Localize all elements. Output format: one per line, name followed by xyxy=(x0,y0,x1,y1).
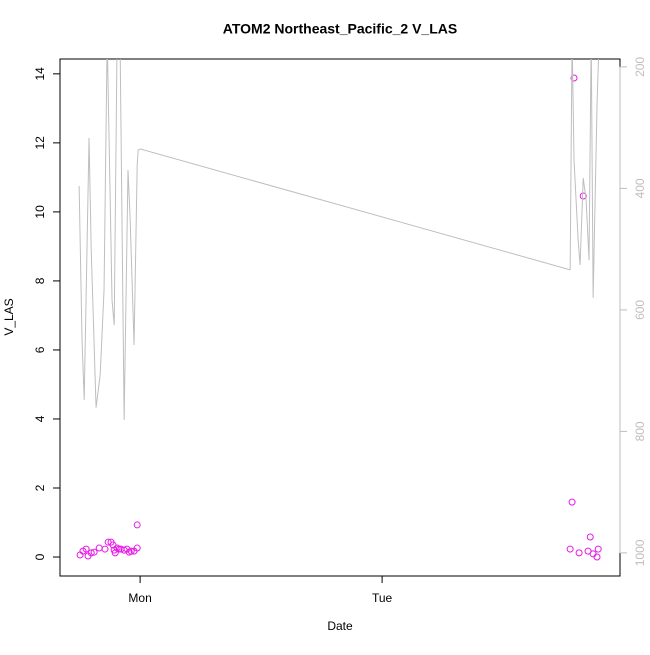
y2-tick-label: 200 xyxy=(633,57,647,77)
y-tick-label: 8 xyxy=(33,277,47,284)
data-point xyxy=(127,547,135,555)
y2-tick-label: 800 xyxy=(633,421,647,441)
x-axis-label: Date xyxy=(327,619,353,633)
data-point xyxy=(579,192,587,200)
data-point xyxy=(87,549,95,557)
y-tick-label: 4 xyxy=(33,415,47,422)
data-point xyxy=(589,550,597,558)
data-point xyxy=(90,548,98,556)
chart-title: ATOM2 Northeast_Pacific_2 V_LAS xyxy=(223,21,457,37)
data-point xyxy=(133,521,141,529)
data-point xyxy=(568,498,576,506)
y2-tick-label: 1000 xyxy=(633,539,647,566)
data-line xyxy=(78,59,599,420)
data-point xyxy=(101,545,109,553)
data-point xyxy=(115,545,123,553)
data-point xyxy=(570,74,578,82)
x-tick-label: Mon xyxy=(128,591,151,605)
data-point xyxy=(133,544,141,552)
y2-tick-label: 400 xyxy=(633,178,647,198)
y2-tick-label: 600 xyxy=(633,300,647,320)
data-point xyxy=(586,533,594,541)
y-tick-label: 10 xyxy=(33,205,47,219)
y-tick-label: 6 xyxy=(33,346,47,353)
data-point xyxy=(575,549,583,557)
data-point xyxy=(82,545,90,553)
plot-frame xyxy=(59,58,621,577)
y-tick-label: 12 xyxy=(33,136,47,150)
y-tick-label: 2 xyxy=(33,484,47,491)
data-point xyxy=(593,553,601,561)
data-point xyxy=(95,544,103,552)
y-tick-label: 0 xyxy=(33,553,47,560)
y-axis-label: V_LAS xyxy=(2,298,16,335)
data-point xyxy=(594,545,602,553)
y-tick-label: 14 xyxy=(33,67,47,81)
x-tick-label: Tue xyxy=(372,591,393,605)
plot-area xyxy=(76,59,602,561)
data-point xyxy=(566,545,574,553)
